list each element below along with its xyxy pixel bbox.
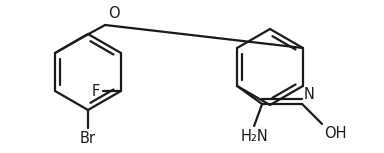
Text: O: O — [108, 6, 120, 21]
Text: F: F — [92, 84, 100, 99]
Text: H₂N: H₂N — [240, 129, 268, 144]
Text: OH: OH — [324, 126, 347, 141]
Text: Br: Br — [80, 131, 96, 146]
Text: N: N — [304, 87, 315, 102]
